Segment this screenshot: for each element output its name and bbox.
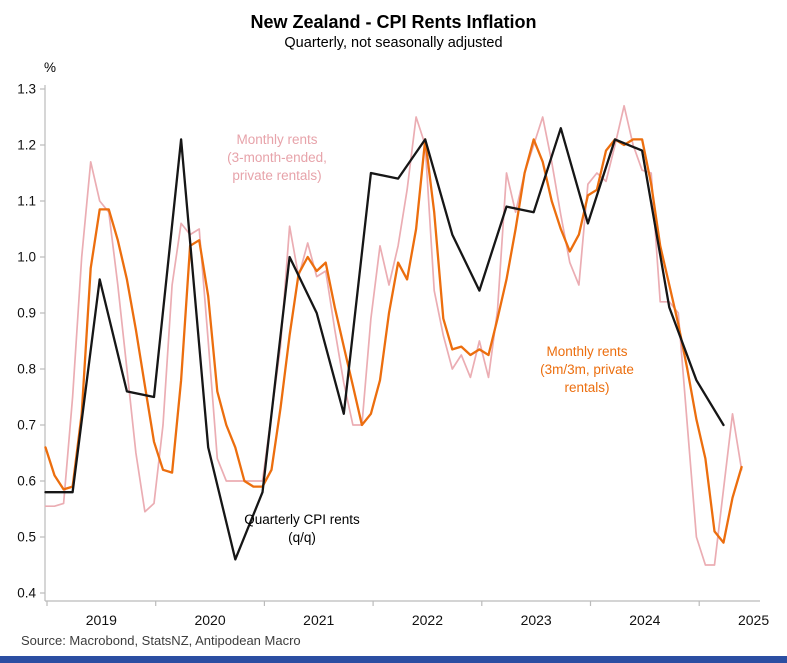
y-tick-label: 1.3 (17, 82, 36, 97)
black-series-label: Quarterly CPI rents (q/q) (244, 511, 360, 547)
orange-series-label-line: (3m/3m, private (540, 362, 634, 377)
pink-series-label-line: (3-month-ended, (227, 150, 327, 165)
black-series-label-line: Quarterly CPI rents (244, 512, 360, 527)
y-tick-label: 0.6 (17, 474, 36, 489)
series-line-monthly-3m3m (44, 138, 743, 544)
y-axis-unit-label: % (44, 60, 57, 75)
source-note: Source: Macrobond, StatsNZ, Antipodean M… (21, 633, 301, 648)
orange-series-label: Monthly rents (3m/3m, private rentals) (540, 343, 634, 397)
y-tick-label: 1.1 (17, 194, 36, 209)
chart-title: New Zealand - CPI Rents Inflation (250, 12, 537, 32)
black-series-label-line: (q/q) (288, 530, 316, 545)
x-tick-label: 2024 (629, 612, 660, 628)
y-tick-label: 0.5 (17, 530, 36, 545)
x-tick-label: 2019 (86, 612, 117, 628)
series-line-monthly-3m-ended (44, 104, 743, 566)
orange-series-label-line: rentals) (564, 380, 610, 395)
x-tick-label: 2020 (194, 612, 225, 628)
pink-series-label-line: Monthly rents (236, 132, 318, 147)
y-tick-label: 1.2 (17, 138, 36, 153)
pink-series-label-line: private rentals) (232, 168, 322, 183)
footer-accent-bar (0, 656, 787, 663)
x-tick-label: 2022 (412, 612, 443, 628)
x-tick-label: 2023 (521, 612, 552, 628)
x-tick-label: 2021 (303, 612, 334, 628)
y-tick-label: 0.7 (17, 418, 36, 433)
x-tick-label: 2025 (738, 612, 769, 628)
orange-series-label-line: Monthly rents (546, 344, 628, 359)
series-line-quarterly-cpi (44, 127, 725, 561)
y-tick-label: 0.8 (17, 362, 36, 377)
pink-series-label: Monthly rents (3-month-ended, private rent… (227, 131, 327, 185)
chart-subtitle: Quarterly, not seasonally adjusted (284, 35, 503, 51)
y-tick-label: 1.0 (17, 250, 36, 265)
y-tick-label: 0.9 (17, 306, 36, 321)
y-tick-label: 0.4 (17, 586, 36, 601)
